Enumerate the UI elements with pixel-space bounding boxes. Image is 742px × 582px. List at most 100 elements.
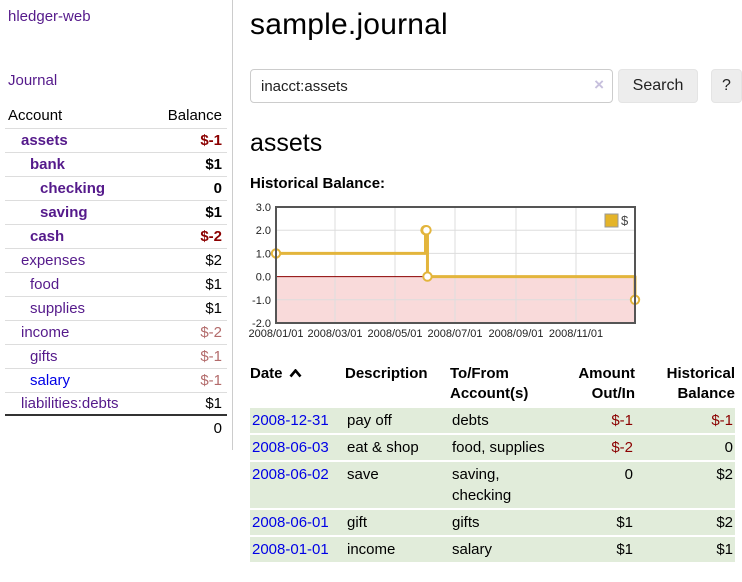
account-row: cash $-2 — [5, 224, 227, 248]
register-row: 2008-12-31 pay off debts $-1 $-1 — [250, 408, 735, 435]
account-balance: $1 — [205, 204, 222, 221]
register-row-description: pay off — [345, 408, 450, 435]
account-row: assets $-1 — [5, 128, 227, 152]
register-table: Date Description To/From Account(s) Amoun… — [250, 364, 735, 564]
svg-text:2008/11/01: 2008/11/01 — [549, 328, 603, 340]
svg-text:2008/07/01: 2008/07/01 — [427, 328, 482, 340]
register-row: 2008-06-01 gift gifts $1 $2 — [250, 509, 735, 537]
chart-title: Historical Balance: — [250, 175, 386, 192]
accounts-header: Account Balance — [5, 107, 227, 125]
register-row-description: gift — [345, 509, 450, 537]
svg-text:2008/03/01: 2008/03/01 — [307, 328, 362, 340]
accounts-total-row: 0 — [5, 416, 227, 440]
account-link-cash[interactable]: cash — [30, 228, 65, 245]
register-row: 2008-06-02 save saving, checking 0 $2 — [250, 461, 735, 510]
nav-journal-link[interactable]: Journal — [8, 72, 58, 89]
svg-text:0.0: 0.0 — [256, 272, 271, 284]
account-link-checking[interactable]: checking — [40, 180, 106, 197]
register-header-accounts: To/From Account(s) — [450, 365, 529, 402]
accounts-header-balance: Balance — [167, 107, 222, 124]
svg-text:2008/05/01: 2008/05/01 — [367, 328, 422, 340]
transaction-date-link[interactable]: 2008-01-01 — [252, 541, 329, 558]
account-row: bank $1 — [5, 152, 227, 176]
register-row-accounts: salary — [450, 536, 554, 564]
register-row-description: income — [345, 536, 450, 564]
register-row-date: 2008-12-31 — [250, 408, 345, 435]
register-row-date: 2008-06-01 — [250, 509, 345, 537]
register-row-description: eat & shop — [345, 434, 450, 462]
register-header-date[interactable]: Date — [250, 364, 345, 408]
transaction-date-link[interactable]: 2008-06-02 — [252, 466, 329, 483]
search-input[interactable] — [250, 69, 613, 103]
account-balance: $-1 — [200, 348, 222, 365]
account-row: expenses $2 — [5, 248, 227, 272]
svg-text:2.0: 2.0 — [256, 225, 271, 237]
register-row-balance: $-1 — [635, 408, 735, 435]
svg-text:2008/09/01: 2008/09/01 — [488, 328, 543, 340]
register-row-balance: $1 — [635, 536, 735, 564]
account-row: food $1 — [5, 272, 227, 296]
svg-text:-2.0: -2.0 — [252, 318, 271, 330]
account-link-income[interactable]: income — [21, 324, 70, 341]
account-balance: $-2 — [200, 324, 222, 341]
register-row-date: 2008-01-01 — [250, 536, 345, 564]
register-header-balance: Historical Balance — [666, 365, 735, 402]
account-row: liabilities:debts $1 — [5, 392, 227, 416]
transaction-date-link[interactable]: 2008-06-01 — [252, 514, 329, 531]
svg-text:1.0: 1.0 — [256, 248, 271, 260]
register-row-balance: $2 — [635, 509, 735, 537]
clear-search-icon[interactable]: × — [594, 75, 604, 94]
register-row-date: 2008-06-03 — [250, 434, 345, 462]
account-row: salary $-1 — [5, 368, 227, 392]
account-row: saving $1 — [5, 200, 227, 224]
chevron-up-icon — [289, 368, 302, 378]
register-row-amount: $-1 — [554, 408, 635, 435]
account-balance: $-1 — [200, 132, 222, 149]
account-balance: $1 — [205, 156, 222, 173]
register-header-description: Description — [345, 365, 428, 382]
account-link-gifts[interactable]: gifts — [30, 348, 58, 365]
date-header-label: Date — [250, 365, 283, 382]
svg-text:-1.0: -1.0 — [252, 295, 271, 307]
accounts-header-account: Account — [8, 107, 63, 124]
register-row-amount: $1 — [554, 536, 635, 564]
register-row-balance: 0 — [635, 434, 735, 462]
account-list: assets $-1 bank $1 checking 0 saving $1 … — [5, 128, 227, 440]
account-row: income $-2 — [5, 320, 227, 344]
account-link-saving[interactable]: saving — [40, 204, 88, 221]
account-link-expenses[interactable]: expenses — [21, 252, 86, 269]
account-balance: 0 — [213, 180, 222, 197]
account-link-liabilities-debts[interactable]: liabilities:debts — [21, 395, 119, 412]
account-row: checking 0 — [5, 176, 227, 200]
app-root: hledger-web Journal Account Balance asse… — [0, 0, 742, 564]
register-row-amount: $1 — [554, 509, 635, 537]
transaction-date-link[interactable]: 2008-06-03 — [252, 439, 329, 456]
main-content: sample.journal × Search ? assets Histori… — [248, 0, 742, 564]
accounts-total: 0 — [213, 419, 222, 437]
brand-link[interactable]: hledger-web — [8, 8, 91, 25]
register-row-amount: $-2 — [554, 434, 635, 462]
sidebar: hledger-web Journal Account Balance asse… — [0, 0, 233, 450]
account-link-bank[interactable]: bank — [30, 156, 66, 173]
search-form: × Search ? — [250, 69, 742, 103]
account-row: supplies $1 — [5, 296, 227, 320]
svg-text:2008/01/01: 2008/01/01 — [248, 328, 303, 340]
account-balance: $1 — [205, 395, 222, 412]
account-link-supplies[interactable]: supplies — [30, 300, 86, 317]
register-header-amount: Amount Out/In — [578, 365, 635, 402]
account-balance: $-2 — [200, 228, 222, 245]
account-balance: $1 — [205, 276, 222, 293]
account-link-food[interactable]: food — [30, 276, 60, 293]
account-link-salary[interactable]: salary — [30, 372, 71, 389]
account-row: gifts $-1 — [5, 344, 227, 368]
register-row-accounts: debts — [450, 408, 554, 435]
svg-text:$: $ — [621, 213, 629, 228]
register-row-accounts: food, supplies — [450, 434, 554, 462]
transaction-date-link[interactable]: 2008-12-31 — [252, 412, 329, 429]
register-row-amount: 0 — [554, 461, 635, 510]
search-button[interactable]: Search — [618, 69, 698, 103]
register-row-balance: $2 — [635, 461, 735, 510]
account-link-assets[interactable]: assets — [21, 132, 68, 149]
help-button[interactable]: ? — [711, 69, 742, 103]
